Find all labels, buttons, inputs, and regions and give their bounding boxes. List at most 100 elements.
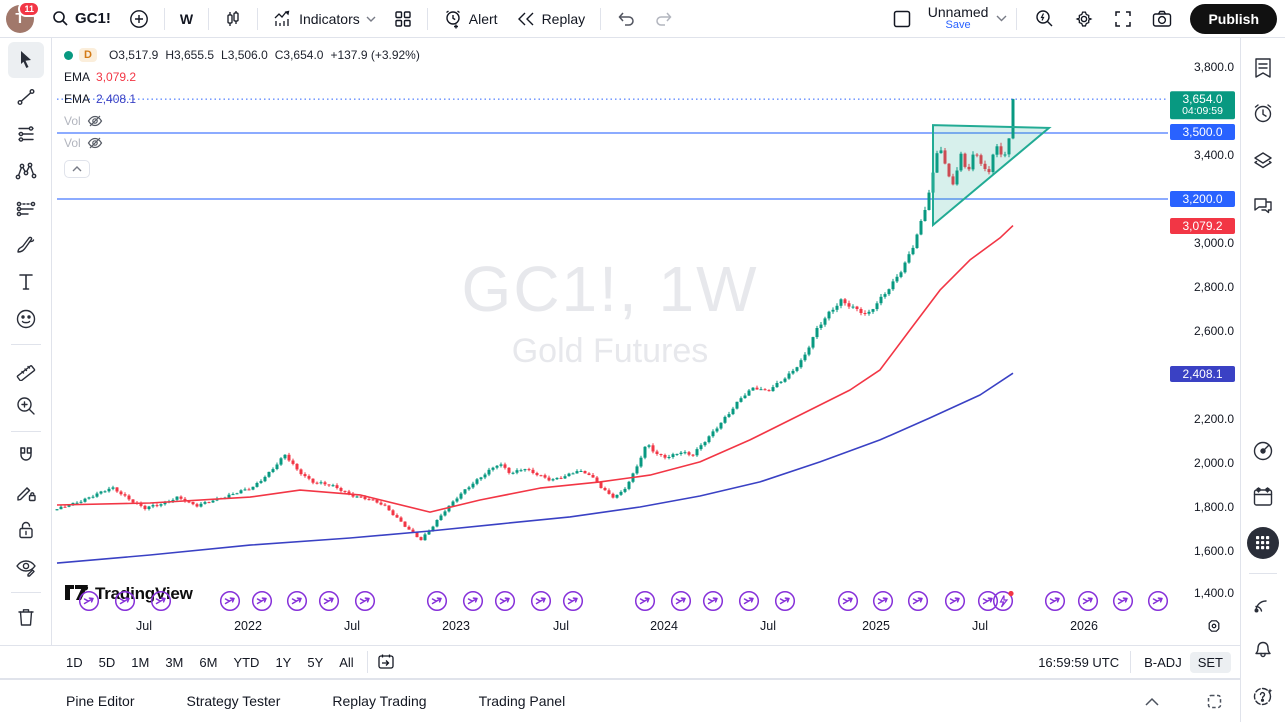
magnet-tool[interactable] [8,438,44,474]
legend-ema-fast-row[interactable]: EMA 3,079.2 [64,66,420,88]
contract-rollover-icon[interactable] [1147,590,1169,612]
zoom-in-tool[interactable] [8,388,44,424]
fullscreen-button[interactable] [1106,4,1140,34]
contract-rollover-icon[interactable] [977,590,999,612]
live-contract-icon[interactable] [992,590,1014,612]
contract-rollover-icon[interactable] [494,590,516,612]
contract-rollover-icon[interactable] [670,590,692,612]
lock-drawings-tool[interactable] [8,512,44,548]
sidebar-screener-radar[interactable] [1245,431,1281,471]
contract-rollover-icon[interactable] [634,590,656,612]
tab-pine-editor[interactable]: Pine Editor [66,693,135,709]
sidebar-bell[interactable] [1245,630,1281,670]
session-toggle[interactable]: SET [1189,651,1231,673]
contract-rollover-icon[interactable] [872,590,894,612]
tradingview-logo[interactable]: TradingView [64,584,193,604]
ema-fast-label[interactable]: 3,079.2 [1170,218,1235,234]
templates-button[interactable] [386,4,420,34]
triangle-drawing[interactable] [932,124,1052,228]
sidebar-calendar[interactable] [1245,477,1281,517]
contract-rollover-icon[interactable] [251,590,273,612]
alert-button[interactable]: Alert [435,4,506,34]
trash-tool[interactable] [8,599,44,635]
chart-style-button[interactable] [216,4,250,34]
contract-rollover-icon[interactable] [944,590,966,612]
contract-rollover-icon[interactable] [318,590,340,612]
indicators-button[interactable]: Indicators [265,4,384,34]
legend-collapse-button[interactable] [64,160,90,178]
contract-rollover-icon[interactable] [78,590,100,612]
price-axis[interactable]: 3,800.0 3,400.0 3,000.0 2,800.0 2,600.0 2,200… [1168,38,1240,645]
forecast-tool[interactable] [8,190,44,226]
tab-trading-panel[interactable]: Trading Panel [478,693,566,709]
range-button-1y[interactable]: 1Y [275,654,292,670]
contract-rollover-icon[interactable] [286,590,308,612]
layout-name-button[interactable]: Unnamed Save [924,5,993,31]
price-chart-canvas[interactable] [52,38,1168,645]
text-tool-tool[interactable] [8,264,44,300]
hline-3200-label[interactable]: 3,200.0 [1170,191,1235,207]
range-button-1m[interactable]: 1M [131,654,150,670]
contract-rollover-icon[interactable] [1112,590,1134,612]
tab-replay-trading[interactable]: Replay Trading [332,693,427,709]
publish-button[interactable]: Publish [1190,3,1277,34]
drawing-mode-tool[interactable] [8,475,44,511]
interval-badge[interactable]: D [79,48,97,62]
symbol-search-button[interactable]: GC1! [44,4,119,34]
range-button-ytd[interactable]: YTD [233,654,260,670]
sidebar-signals[interactable] [1245,584,1281,624]
replay-button[interactable]: Replay [508,4,594,34]
cursor-tool[interactable] [7,42,44,78]
range-button-all[interactable]: All [339,654,354,670]
range-button-5y[interactable]: 5Y [307,654,324,670]
fib-retracement-tool[interactable] [8,116,44,152]
contract-rollover-icon[interactable] [150,590,172,612]
user-avatar[interactable]: T 11 [6,0,40,33]
adjustment-toggle[interactable]: B-ADJ [1144,654,1182,670]
contract-rollover-icon[interactable] [219,590,241,612]
price-scale-settings-icon[interactable] [1206,618,1222,639]
eye-slash-icon[interactable] [87,114,103,128]
contract-rollover-icon[interactable] [907,590,929,612]
last-price-label[interactable]: 3,654.0 04:09:59 [1170,91,1235,119]
contract-rollover-icon[interactable] [738,590,760,612]
expand-panel-icon[interactable] [1141,693,1163,710]
sidebar-apps-grid[interactable] [1245,523,1281,563]
contract-rollover-icon[interactable] [837,590,859,612]
interval-button[interactable]: W [172,4,201,34]
compare-add-button[interactable] [121,4,157,34]
redo-button[interactable] [646,4,682,34]
sidebar-layers[interactable] [1245,140,1281,180]
settings-button[interactable] [1066,4,1102,34]
contract-rollover-icon[interactable] [426,590,448,612]
contract-rollover-icon[interactable] [1077,590,1099,612]
hide-drawings-tool[interactable] [8,549,44,585]
clock-utc[interactable]: 16:59:59 UTC [1038,654,1120,670]
save-link[interactable]: Save [945,19,971,32]
xabcd-pattern-tool[interactable] [8,153,44,189]
quick-search-button[interactable] [1026,4,1062,34]
tab-strategy-tester[interactable]: Strategy Tester [186,693,281,709]
contract-rollover-icon[interactable] [462,590,484,612]
range-button-1d[interactable]: 1D [66,654,83,670]
sidebar-help[interactable] [1245,676,1281,716]
snapshot-button[interactable] [1144,4,1180,34]
ruler-tool[interactable] [8,351,44,387]
contract-rollover-icon[interactable] [702,590,724,612]
hline-3500-label[interactable]: 3,500.0 [1170,124,1235,140]
contract-rollover-icon[interactable] [530,590,552,612]
range-button-3m[interactable]: 3M [165,654,184,670]
range-button-6m[interactable]: 6M [199,654,218,670]
legend-ema-slow-row[interactable]: EMA 2,408.1 [64,88,420,110]
maximize-panel-icon[interactable] [1203,690,1226,713]
brush-tool[interactable] [8,227,44,263]
contract-rollover-icon[interactable] [562,590,584,612]
chevron-down-icon[interactable] [996,15,1007,22]
ema-slow-label[interactable]: 2,408.1 [1170,366,1235,382]
trend-line-tool[interactable] [8,79,44,115]
layout-button[interactable] [884,4,920,34]
contract-rollover-icon[interactable] [354,590,376,612]
sidebar-chat[interactable] [1245,186,1281,226]
legend-main-row[interactable]: D O3,517.9 H3,655.5 L3,506.0 C3,654.0 +1… [64,44,420,66]
undo-button[interactable] [608,4,644,34]
